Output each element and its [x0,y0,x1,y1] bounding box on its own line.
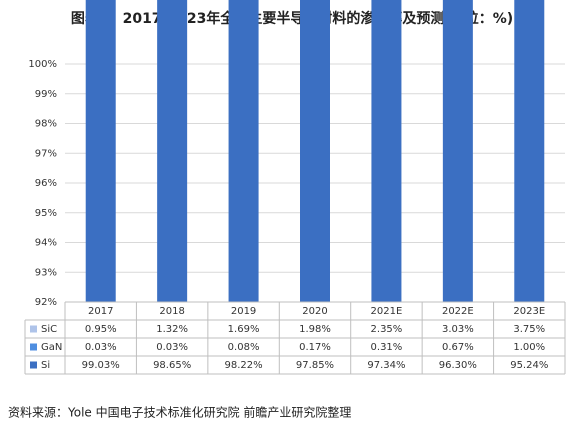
legend-swatch [30,325,37,333]
table-value: 97.85% [296,360,334,371]
table-value: 1.32% [156,324,188,335]
table-value: 2.35% [371,324,403,335]
legend-label: SiC [41,324,57,335]
x-tick-label: 2018 [159,306,184,317]
x-tick-label: 2020 [302,306,327,317]
y-tick-label: 99% [35,89,57,100]
table-value: 1.98% [299,324,331,335]
table-value: 0.67% [442,342,474,353]
table-value: 1.69% [228,324,260,335]
bar-segment [85,0,116,302]
legend-label: GaN [41,342,62,353]
table-value: 3.75% [513,324,545,335]
x-tick-label: 2022E [442,306,474,317]
bar-segment [371,0,402,302]
table-value: 99.03% [82,360,120,371]
y-tick-label: 95% [35,208,57,219]
table-value: 0.17% [299,342,331,353]
table-value: 98.65% [153,360,191,371]
y-tick-label: 94% [35,238,57,249]
y-tick-label: 100% [28,59,57,70]
table-value: 0.03% [85,342,117,353]
y-tick-label: 92% [35,297,57,308]
table-value: 97.34% [367,360,405,371]
y-tick-label: 98% [35,119,57,130]
table-value: 1.00% [513,342,545,353]
y-tick-label: 97% [35,148,57,159]
table-value: 96.30% [439,360,477,371]
legend-label: Si [41,360,50,371]
x-tick-label: 2017 [88,306,113,317]
bar-segment [442,0,473,302]
y-tick-label: 93% [35,267,57,278]
table-value: 0.31% [371,342,403,353]
bar-segment [228,0,259,302]
x-tick-label: 2019 [231,306,256,317]
y-tick-label: 96% [35,178,57,189]
x-tick-label: 2021E [371,306,403,317]
bar-segment [514,0,545,302]
table-value: 3.03% [442,324,474,335]
legend-swatch [30,343,37,351]
bar-segment [157,0,188,302]
table-value: 98.22% [225,360,263,371]
table-value: 0.03% [156,342,188,353]
source-note: 资料来源：Yole 中国电子技术标准化研究院 前瞻产业研究院整理 [8,405,351,420]
table-value: 0.08% [228,342,260,353]
x-tick-label: 2023E [513,306,545,317]
legend-swatch [30,361,37,369]
bar-segment [300,0,330,302]
table-value: 95.24% [510,360,548,371]
table-value: 0.95% [85,324,117,335]
